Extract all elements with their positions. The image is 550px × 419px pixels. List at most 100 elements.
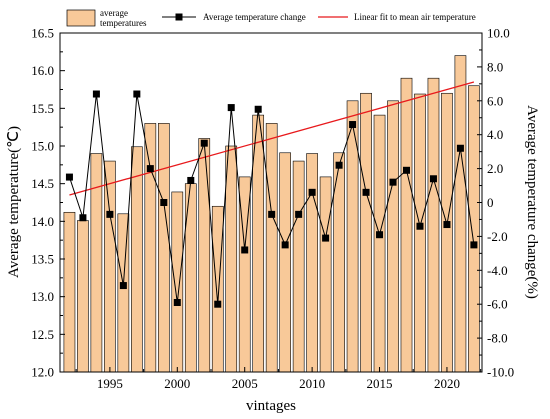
temperature-bar	[387, 100, 399, 373]
temperature-bar	[131, 146, 143, 373]
legend-bar-label-line1: average	[100, 8, 128, 18]
legend: average temperatures Average temperature…	[66, 8, 476, 28]
x-tick-label: 2000	[164, 376, 190, 391]
temperature-change-point	[349, 121, 357, 129]
temperature-change-point	[200, 139, 208, 147]
temperature-bar	[157, 123, 170, 373]
temperature-change-point	[92, 90, 100, 98]
temperature-change-point	[443, 221, 451, 229]
left-tick-label: 12.0	[31, 365, 54, 380]
temperature-bar	[373, 114, 386, 373]
temperature-change-point	[160, 199, 168, 206]
right-tick-label: 10.0	[487, 26, 510, 41]
temperature-change-point	[119, 282, 127, 290]
left-tick-label: 12.5	[31, 327, 54, 342]
temperature-change-point	[429, 175, 437, 183]
temperature-bar	[225, 145, 238, 373]
temperature-bar	[265, 123, 278, 373]
temperature-bar	[400, 77, 413, 373]
temperature-change-point	[187, 176, 195, 184]
right-tick-label: -8.0	[487, 331, 508, 346]
temperature-change-point	[254, 105, 262, 113]
x-axis: 1995 2000 2005 2010 2015 2020	[75, 367, 482, 391]
legend-bar-swatch	[66, 9, 96, 27]
x-tick-label: 2020	[434, 376, 460, 391]
temperature-change-point	[295, 210, 303, 218]
legend-line-label: Average temperature change	[203, 12, 306, 22]
temperature-change-point	[376, 231, 384, 239]
left-tick-label: 14.0	[31, 214, 54, 229]
x-tick-label: 2010	[299, 376, 325, 391]
temperature-bar	[414, 93, 426, 373]
right-tick-label: -6.0	[487, 297, 508, 312]
legend-bar-label-line2: temperatures	[100, 18, 147, 28]
temperature-bar	[427, 77, 440, 373]
temperature-change-point	[146, 165, 154, 173]
temperature-bar	[454, 55, 467, 373]
left-tick-label: 13.5	[31, 252, 54, 267]
x-tick-label: 2015	[367, 376, 393, 391]
temperature-bar	[63, 211, 76, 373]
temperature-change-point	[65, 173, 73, 181]
temperature-bar	[360, 92, 372, 373]
left-tick-label: 15.0	[31, 139, 54, 154]
temperature-bar	[279, 152, 291, 373]
temperature-bars	[63, 55, 480, 373]
temperature-bar	[441, 92, 453, 373]
temperature-bar	[211, 205, 224, 373]
x-tick-label: 1995	[97, 376, 123, 391]
x-tick-label: 2005	[232, 376, 258, 391]
right-tick-label: 8.0	[487, 59, 503, 74]
right-tick-label: 4.0	[487, 127, 503, 142]
temperature-bar	[171, 191, 184, 373]
right-tick-label: -10.0	[487, 365, 514, 380]
left-tick-label: 13.0	[31, 289, 54, 304]
temperature-change-point	[470, 241, 478, 249]
temperature-change-point	[227, 104, 235, 112]
temperature-change-point	[133, 90, 141, 98]
temperature-bar	[468, 85, 480, 373]
right-tick-label: 2.0	[487, 161, 503, 176]
temperature-change-point	[389, 178, 397, 186]
left-tick-label: 14.5	[31, 176, 54, 191]
temperature-bar	[306, 153, 318, 373]
right-axis-title: Average temperature change(%)	[524, 105, 540, 299]
temperature-change-point	[281, 241, 289, 249]
temperature-change-point	[322, 234, 330, 242]
right-axis: -10.0 -8.0 -6.0 -4.0 -2.0 0 2.0 4.0 6.0 8.0 10.0	[477, 26, 514, 380]
temperature-change-point	[241, 246, 249, 254]
temperature-change-point	[214, 300, 222, 308]
temperature-change-point	[268, 210, 276, 218]
legend-line-marker	[175, 13, 183, 21]
left-axis: 12.0 12.5 13.0 13.5 14.0 14.5 15.0 15.5 16.0 16.5	[31, 26, 65, 380]
temperature-change-series	[65, 90, 478, 308]
temperature-bar	[104, 160, 116, 373]
right-tick-label: -4.0	[487, 263, 508, 278]
temperature-change-point	[308, 188, 316, 196]
x-axis-title: vintages	[246, 398, 296, 414]
temperature-change-point	[456, 144, 464, 152]
right-tick-label: -2.0	[487, 229, 508, 244]
right-tick-label: 0	[487, 195, 494, 210]
temperature-change-point	[173, 299, 181, 306]
linear-fit-line	[69, 81, 475, 196]
temperature-bar	[77, 220, 89, 373]
temperature-change-point	[106, 210, 114, 218]
temperature-change-point	[335, 161, 343, 169]
left-axis-title: Average temperature(℃)	[6, 126, 22, 278]
legend-fit-label: Linear fit to mean air temperature	[354, 12, 476, 22]
right-tick-label: 6.0	[487, 93, 503, 108]
temperature-change-point	[403, 166, 410, 174]
temperature-bar	[292, 160, 305, 373]
temperature-change-point	[416, 222, 424, 230]
left-tick-label: 16.5	[31, 26, 54, 41]
left-tick-label: 16.0	[31, 63, 54, 78]
linear-fit-segment	[69, 81, 475, 196]
temperature-change-point	[362, 188, 370, 196]
temperature-bar	[144, 123, 157, 373]
left-tick-label: 15.5	[31, 101, 54, 116]
temperature-bar	[319, 176, 332, 373]
temperature-change-point	[79, 214, 87, 222]
temperature-bar	[198, 138, 211, 373]
